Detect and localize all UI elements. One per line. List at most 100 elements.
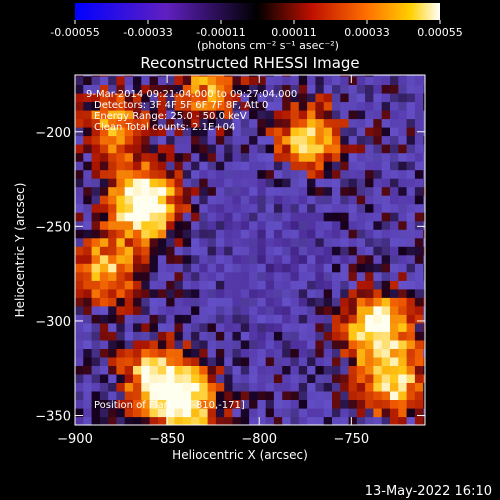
heatmap-cell: [373, 280, 383, 290]
heatmap-cell: [124, 356, 134, 366]
heatmap-cell: [108, 297, 118, 307]
heatmap-cell: [157, 297, 167, 307]
heatmap-cell: [83, 331, 93, 341]
heatmap-cell: [116, 246, 126, 256]
heatmap-cell: [414, 229, 424, 239]
heatmap-cell: [124, 297, 134, 307]
heatmap-cell: [207, 220, 217, 230]
heatmap-cell: [298, 246, 308, 256]
heatmap-cell: [414, 212, 424, 222]
heatmap-cell: [124, 84, 134, 94]
heatmap-cell: [332, 373, 341, 383]
heatmap-cell: [356, 84, 366, 94]
heatmap-cell: [423, 101, 425, 111]
heatmap-cell: [298, 75, 308, 85]
heatmap-cell: [199, 212, 209, 222]
heatmap-cell: [83, 161, 93, 171]
heatmap-cell: [356, 246, 366, 256]
heatmap-cell: [282, 93, 292, 103]
heatmap-cell: [340, 75, 350, 77]
heatmap-cell: [398, 178, 408, 188]
heatmap-cell: [166, 84, 176, 94]
heatmap-cell: [182, 161, 192, 171]
heatmap-cell: [75, 331, 84, 341]
heatmap-cell: [83, 144, 93, 154]
heatmap-cell: [249, 416, 258, 425]
heatmap-cell: [332, 118, 341, 128]
heatmap-cell: [348, 212, 358, 222]
heatmap-cell: [323, 408, 333, 418]
heatmap-cell: [315, 220, 325, 230]
heatmap-cell: [365, 229, 374, 239]
flare-position: Position of Flare = [-810,-171]: [94, 400, 245, 411]
heatmap-cell: [224, 297, 234, 307]
heatmap-cell: [207, 246, 217, 256]
heatmap-cell: [332, 212, 341, 222]
heatmap-cell: [307, 297, 316, 307]
heatmap-cell: [290, 322, 300, 332]
heatmap-cell: [249, 288, 258, 298]
heatmap-cell: [406, 195, 416, 205]
heatmap-cell: [215, 93, 225, 103]
heatmap-cell: [373, 237, 383, 247]
heatmap-cell: [298, 161, 308, 171]
heatmap-cell: [141, 331, 151, 341]
heatmap-cell: [315, 348, 325, 358]
heatmap-cell: [381, 382, 391, 392]
heatmap-cell: [116, 382, 126, 392]
heatmap-cell: [141, 297, 151, 307]
heatmap-cell: [240, 348, 250, 358]
heatmap-cell: [298, 127, 308, 137]
heatmap-cell: [423, 229, 425, 239]
heatmap-cell: [240, 271, 250, 281]
heatmap-cell: [99, 195, 109, 205]
heatmap-cell: [191, 135, 200, 145]
heatmap-cell: [365, 203, 374, 213]
heatmap-cell: [224, 271, 234, 281]
heatmap-cell: [108, 152, 118, 162]
heatmap-cell: [257, 135, 267, 145]
heatmap-cell: [348, 186, 358, 196]
heatmap-cell: [381, 169, 391, 179]
heatmap-cell: [157, 161, 167, 171]
heatmap-cell: [390, 246, 399, 256]
heatmap-cell: [298, 263, 308, 273]
heatmap-cell: [265, 356, 275, 366]
heatmap-cell: [83, 118, 93, 128]
heatmap-cell: [323, 237, 333, 247]
heatmap-cell: [298, 254, 308, 264]
heatmap-cell: [265, 246, 275, 256]
heatmap-cell: [91, 263, 101, 273]
heatmap-cell: [83, 382, 93, 392]
heatmap-cell: [141, 93, 151, 103]
heatmap-cell: [298, 152, 308, 162]
heatmap-cell: [423, 390, 425, 400]
heatmap-cell: [423, 144, 425, 154]
heatmap-cell: [182, 93, 192, 103]
heatmap-cell: [257, 263, 267, 273]
heatmap-cell: [91, 271, 101, 281]
heatmap-cell: [273, 314, 283, 324]
heatmap-cell: [232, 84, 242, 94]
heatmap-cell: [191, 314, 200, 324]
heatmap-cell: [323, 246, 333, 256]
heatmap-cell: [141, 288, 151, 298]
heatmap-cell: [356, 135, 366, 145]
heatmap-cell: [141, 416, 151, 425]
heatmap-cell: [315, 229, 325, 239]
heatmap-cell: [398, 75, 408, 85]
heatmap-cell: [224, 93, 234, 103]
heatmap-cell: [191, 127, 200, 137]
heatmap-cell: [406, 390, 416, 400]
x-axis-label: Heliocentric X (arcsec): [172, 448, 308, 462]
heatmap-cell: [414, 169, 424, 179]
heatmap-cell: [224, 416, 234, 425]
heatmap-cell: [282, 101, 292, 111]
heatmap-cell: [124, 75, 134, 77]
heatmap-cell: [116, 161, 126, 171]
heatmap-cell: [116, 93, 126, 103]
heatmap-cell: [124, 246, 134, 256]
heatmap-cell: [340, 382, 350, 392]
heatmap-cell: [273, 93, 283, 103]
heatmap-cell: [340, 399, 350, 409]
